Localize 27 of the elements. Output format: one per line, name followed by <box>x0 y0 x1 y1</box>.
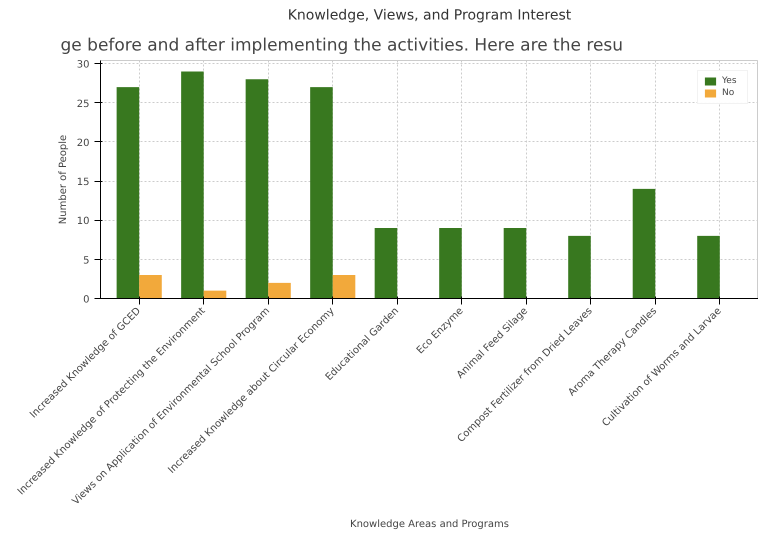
y-tick-label: 25 <box>76 98 90 110</box>
y-tick-label: 10 <box>76 216 90 228</box>
y-tick-label: 30 <box>76 60 90 71</box>
y-tick-label: 20 <box>76 138 90 149</box>
legend-label: No <box>722 88 736 98</box>
bar <box>139 275 162 298</box>
text: ge before and after implementing the activities. Here are the resu <box>60 36 624 56</box>
bar <box>504 228 526 298</box>
y-tick-label: 5 <box>83 255 90 266</box>
bar <box>246 79 268 298</box>
bar <box>439 228 462 298</box>
y-tick-label: 15 <box>76 177 90 188</box>
bar <box>310 87 333 298</box>
bar <box>116 87 140 298</box>
y-axis-title: Number of People <box>58 134 69 224</box>
bar <box>181 71 204 298</box>
bar <box>568 236 591 298</box>
bar <box>332 275 356 298</box>
bar <box>268 282 291 298</box>
bar <box>697 236 720 298</box>
bar <box>632 188 656 298</box>
legend-label: Yes <box>722 76 738 86</box>
chart-title: Knowledge, Views, and Program Interest <box>288 8 572 24</box>
x-axis-title: Knowledge Areas and Programs <box>350 519 509 530</box>
y-tick-label: 0 <box>83 294 90 306</box>
bar <box>374 228 398 298</box>
bar <box>204 290 226 298</box>
